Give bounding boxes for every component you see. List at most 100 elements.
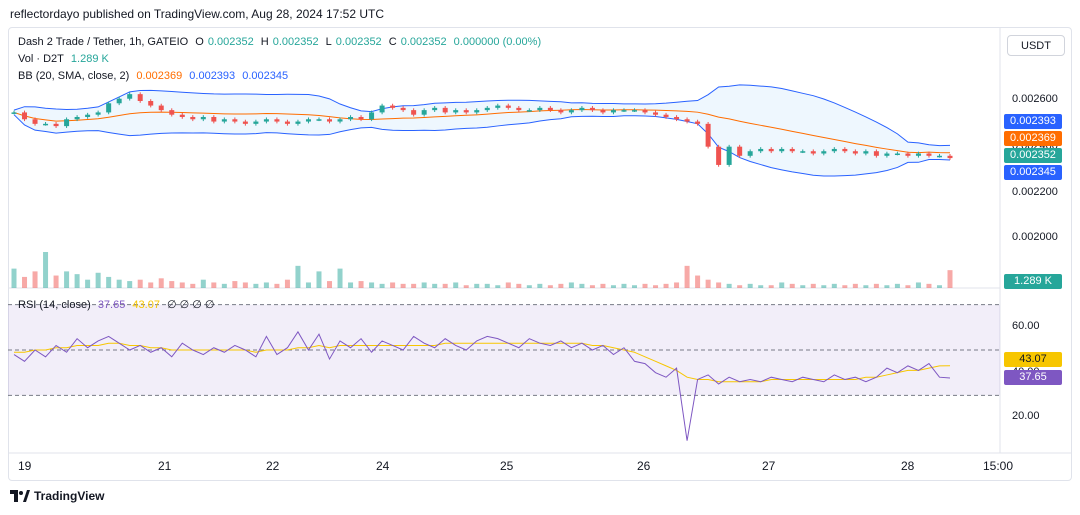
volume-bar (274, 283, 280, 288)
volume-bar (74, 274, 80, 288)
bb-upper-value: 0.002393 (189, 70, 236, 82)
candle-body (863, 151, 869, 154)
volume-bar (768, 285, 774, 288)
candle-body (242, 121, 248, 124)
volume-bar (926, 283, 932, 288)
candle-body (95, 112, 101, 115)
symbol-title[interactable]: Dash 2 Trade / Tether, 1h, GATEIO (18, 36, 189, 48)
volume-bar (516, 283, 522, 288)
rsi-legend-value: 37.65 (97, 299, 126, 311)
candle-body (947, 155, 953, 159)
bb-band-fill (14, 84, 950, 177)
volume-bar (295, 265, 301, 288)
candle-body (369, 112, 375, 120)
candle-body (821, 151, 827, 154)
volume-bar (358, 281, 364, 288)
volume-bar (631, 285, 637, 288)
candle-body (747, 151, 753, 156)
volume-bar (474, 283, 480, 288)
volume-bar (484, 283, 490, 288)
volume-bar (747, 283, 753, 288)
candle-body (390, 105, 396, 108)
candle-body (148, 101, 154, 106)
volume-bar (305, 282, 311, 288)
candle-body (716, 146, 722, 165)
candle-body (873, 151, 879, 156)
currency-button[interactable]: USDT (1007, 35, 1065, 56)
candle-body (737, 146, 743, 156)
volume-bar (884, 285, 890, 288)
candle-body (295, 121, 301, 124)
volume-legend: Vol · D2T 1.289 K (18, 53, 113, 65)
volume-bar (106, 276, 112, 288)
low-value: 0.002352 (335, 36, 382, 48)
high-label: H (260, 36, 269, 48)
volume-bar (348, 282, 354, 288)
candle-body (400, 107, 406, 111)
volume-bar (169, 281, 175, 288)
volume-bar (894, 283, 900, 288)
volume-bar (137, 279, 143, 288)
volume-bar (905, 285, 911, 288)
candle-body (516, 107, 522, 111)
candle-body (474, 110, 480, 113)
volume-value: 1.289 K (70, 53, 109, 65)
volume-bar (158, 278, 164, 288)
candle-body (127, 94, 133, 99)
rsi-legend: RSI (14, close) 37.65 43.07 ∅ ∅ ∅ ∅ (18, 298, 219, 311)
volume-badge: 1.289 K (1004, 274, 1062, 289)
volume-bar (936, 285, 942, 288)
volume-bar (705, 279, 711, 288)
x-tick-label: 15:00 (983, 459, 1014, 473)
volume-bar (53, 275, 59, 288)
volume-bar (537, 283, 543, 288)
candle-body (463, 110, 469, 113)
candle-body (621, 110, 627, 112)
candle-body (453, 110, 459, 113)
volume-bar (11, 268, 17, 288)
candle-body (221, 119, 227, 122)
volume-bar (695, 275, 701, 288)
volume-bar (64, 271, 70, 288)
candle-body (53, 123, 59, 127)
candle-body (705, 123, 711, 147)
candle-body (358, 116, 364, 120)
candle-body (200, 116, 206, 120)
volume-bar (642, 283, 648, 288)
volume-bar (369, 282, 375, 288)
x-tick-label: 24 (376, 459, 390, 473)
candle-body (484, 107, 490, 111)
candle-body (284, 121, 290, 124)
bb-upper-badge: 0.002393 (1004, 114, 1062, 129)
candle-body (263, 119, 269, 122)
bb-label[interactable]: BB (20, SMA, close, 2) (18, 70, 130, 82)
candle-body (116, 98, 122, 104)
candle-body (74, 116, 80, 120)
rsi-label[interactable]: RSI (14, close) (18, 299, 91, 311)
candle-body (810, 151, 816, 154)
candle-body (631, 110, 637, 112)
rsi-tick-label: 60.00 (1012, 320, 1040, 332)
change-value: 0.000000 (0.00%) (453, 36, 542, 48)
volume-bar (610, 285, 616, 288)
candle-body (505, 105, 511, 108)
tradingview-logo[interactable]: TradingView (10, 489, 104, 503)
volume-bar (400, 283, 406, 288)
volume-bar (32, 271, 38, 288)
rsi-line (13, 330, 951, 441)
candle-body (695, 121, 701, 124)
volume-bar (232, 281, 238, 288)
candle-body (432, 107, 438, 111)
candle-body (253, 121, 259, 124)
volume-bar (211, 282, 217, 288)
candle-body (169, 110, 175, 115)
candle-body (547, 107, 553, 111)
tradingview-brand: TradingView (34, 489, 105, 503)
candle-body (337, 119, 343, 122)
candle-body (274, 119, 280, 122)
volume-label[interactable]: Vol · D2T (18, 53, 64, 65)
volume-bar (200, 279, 206, 288)
symbol-legend: Dash 2 Trade / Tether, 1h, GATEIO O 0.002… (18, 36, 545, 48)
candle-body (905, 153, 911, 156)
